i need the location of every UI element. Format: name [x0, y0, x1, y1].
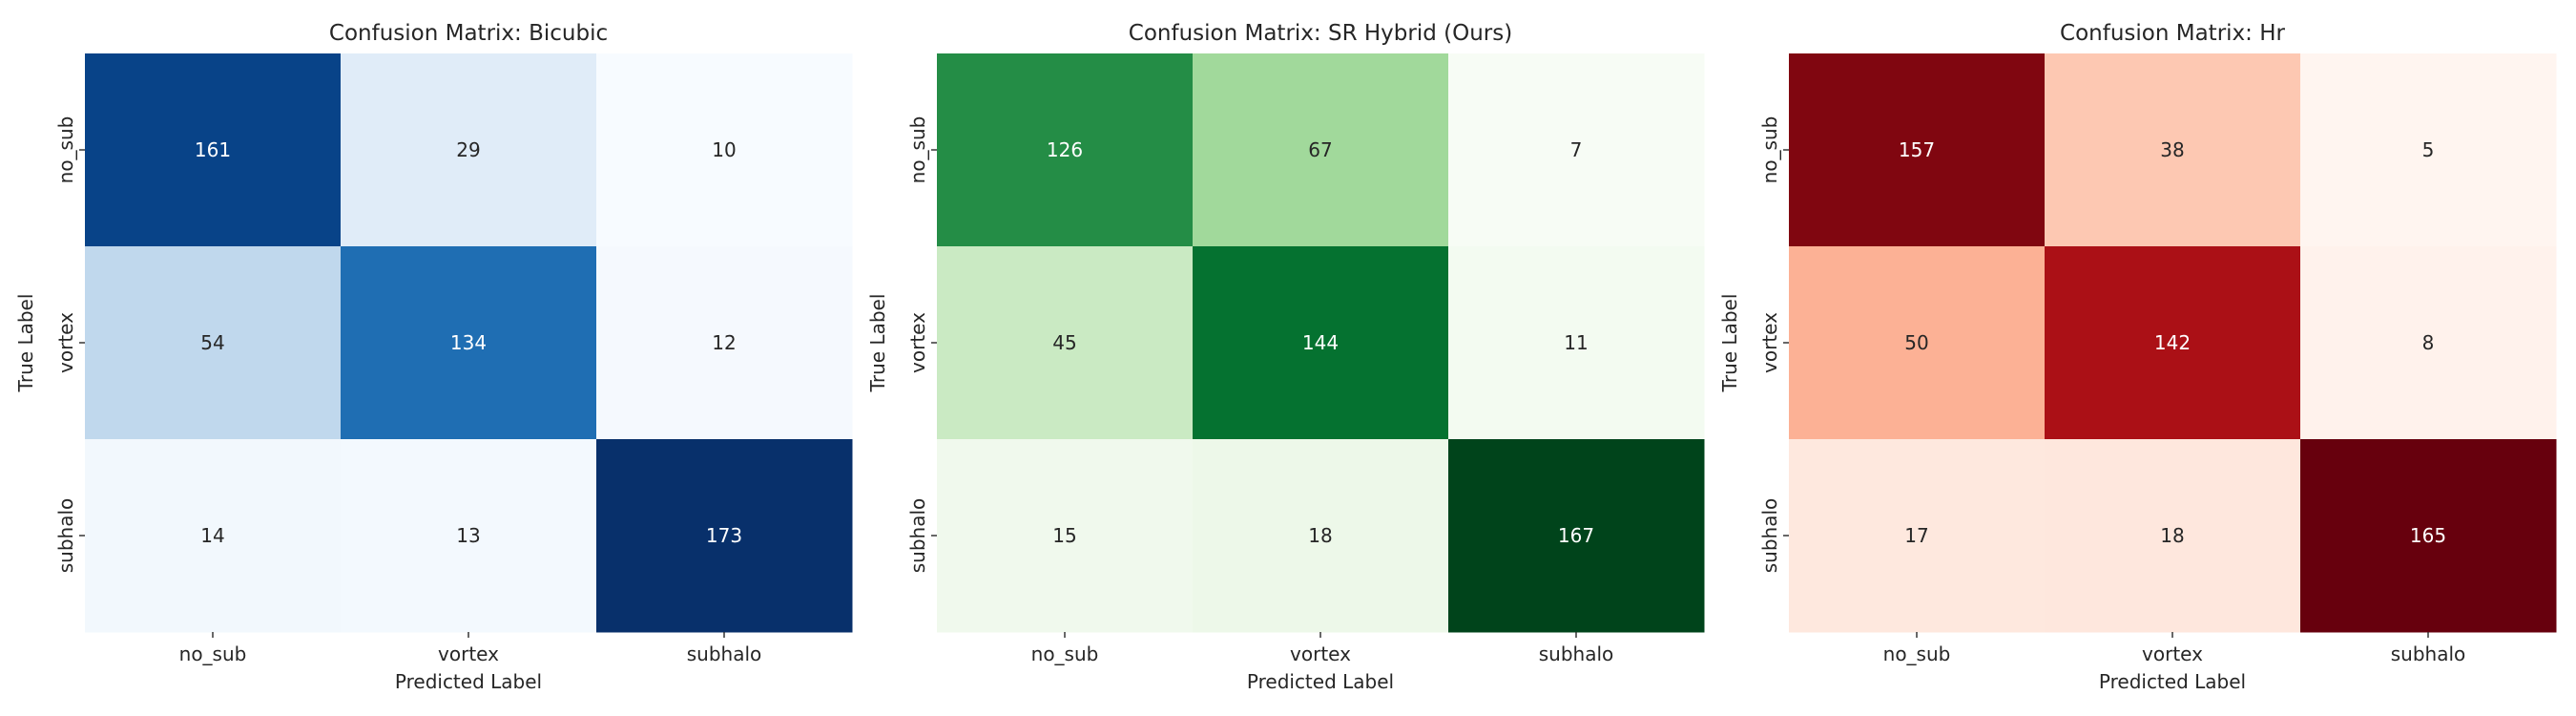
heatmap-cell — [2045, 246, 2301, 440]
x-tick-label: subhalo — [687, 642, 762, 665]
y-tick-label: subhalo — [1758, 498, 1781, 574]
y-axis-label: True Label — [1718, 294, 1741, 393]
cell-value-label: 134 — [450, 331, 487, 354]
y-tick-label: no_sub — [1758, 116, 1781, 184]
heatmap-cell — [1193, 246, 1449, 440]
heatmap-cell — [1448, 439, 1705, 633]
x-tick-label: subhalo — [1539, 642, 1614, 665]
y-axis-label: True Label — [866, 294, 889, 393]
cell-value-label: 7 — [1570, 138, 1583, 161]
heatmap-cell — [341, 246, 597, 440]
heatmap-cell — [2300, 246, 2557, 440]
heatmap-cell — [2045, 53, 2301, 247]
chart-title: Confusion Matrix: SR Hybrid (Ours) — [1129, 21, 1512, 46]
x-tick-label: vortex — [2142, 642, 2203, 665]
cell-value-label: 45 — [1052, 331, 1076, 354]
heatmap-panel-2: Confusion Matrix: SR Hybrid (Ours) 126 67 7… — [866, 21, 1705, 693]
y-tick-label: subhalo — [906, 498, 929, 574]
y-tick-label: subhalo — [54, 498, 77, 574]
cell-value-label: 50 — [1904, 331, 1928, 354]
heatmap-panels: Confusion Matrix: Bicubic 161 29 10 54 134 12 1… — [14, 21, 2557, 693]
heatmap-panel-1: Confusion Matrix: Bicubic 161 29 10 54 134 12 1… — [14, 21, 853, 693]
cell-value-label: 38 — [2160, 138, 2184, 161]
cell-value-label: 142 — [2154, 331, 2191, 354]
heatmap-cell — [937, 53, 1194, 247]
cell-value-label: 12 — [712, 331, 736, 354]
cell-value-label: 10 — [712, 138, 736, 161]
cell-value-label: 29 — [456, 138, 480, 161]
heatmap-cell — [1789, 53, 2046, 247]
heatmap-cell — [937, 439, 1194, 633]
chart-title: Confusion Matrix: Bicubic — [329, 21, 608, 46]
y-tick-label: no_sub — [54, 116, 77, 184]
cell-value-label: 5 — [2422, 138, 2435, 161]
x-tick-label: no_sub — [1031, 642, 1099, 665]
x-tick-label: no_sub — [179, 642, 247, 665]
x-tick-label: vortex — [1290, 642, 1351, 665]
x-axis-label: Predicted Label — [395, 670, 542, 693]
heatmap-cell — [2045, 439, 2301, 633]
cell-value-label: 15 — [1052, 524, 1076, 547]
heatmap-cell — [1789, 246, 2046, 440]
heatmap-cell — [1448, 53, 1705, 247]
cell-value-label: 167 — [1558, 524, 1594, 547]
cell-value-label: 165 — [2410, 524, 2446, 547]
heatmap-cell — [2300, 53, 2557, 247]
x-axis-label: Predicted Label — [2099, 670, 2246, 693]
heatmap-cell — [341, 53, 597, 247]
cell-value-label: 173 — [706, 524, 742, 547]
heatmap-panel-3: Confusion Matrix: Hr 157 38 5 50 142 8 17 18 165 n… — [1718, 21, 2557, 693]
cell-value-label: 13 — [456, 524, 480, 547]
y-tick-label: vortex — [1758, 312, 1781, 373]
cell-value-label: 157 — [1899, 138, 1935, 161]
y-tick-label: vortex — [54, 312, 77, 373]
heatmap-cell — [2300, 439, 2557, 633]
heatmap-cell — [85, 439, 342, 633]
cell-value-label: 126 — [1047, 138, 1083, 161]
cell-value-label: 161 — [195, 138, 231, 161]
heatmap-cell — [1193, 439, 1449, 633]
heatmap-cell — [596, 439, 853, 633]
cell-value-label: 11 — [1564, 331, 1588, 354]
heatmap-cell — [937, 246, 1194, 440]
x-tick-label: vortex — [438, 642, 499, 665]
heatmap-cell — [596, 53, 853, 247]
cell-value-label: 67 — [1308, 138, 1332, 161]
y-axis-label: True Label — [14, 294, 37, 393]
chart-title: Confusion Matrix: Hr — [2060, 21, 2285, 46]
cell-value-label: 17 — [1904, 524, 1928, 547]
cell-value-label: 14 — [200, 524, 224, 547]
y-tick-label: no_sub — [906, 116, 929, 184]
cell-value-label: 54 — [200, 331, 224, 354]
x-axis-label: Predicted Label — [1247, 670, 1394, 693]
cell-value-label: 8 — [2422, 331, 2435, 354]
cell-value-label: 18 — [2160, 524, 2184, 547]
heatmap-cell — [85, 246, 342, 440]
heatmap-cell — [341, 439, 597, 633]
heatmap-cell — [1789, 439, 2046, 633]
heatmap-cell — [85, 53, 342, 247]
cell-value-label: 18 — [1308, 524, 1332, 547]
heatmap-cell — [1448, 246, 1705, 440]
x-tick-label: subhalo — [2391, 642, 2466, 665]
cell-value-label: 144 — [1302, 331, 1339, 354]
x-tick-label: no_sub — [1883, 642, 1951, 665]
y-tick-label: vortex — [906, 312, 929, 373]
heatmap-cell — [596, 246, 853, 440]
heatmap-cell — [1193, 53, 1449, 247]
